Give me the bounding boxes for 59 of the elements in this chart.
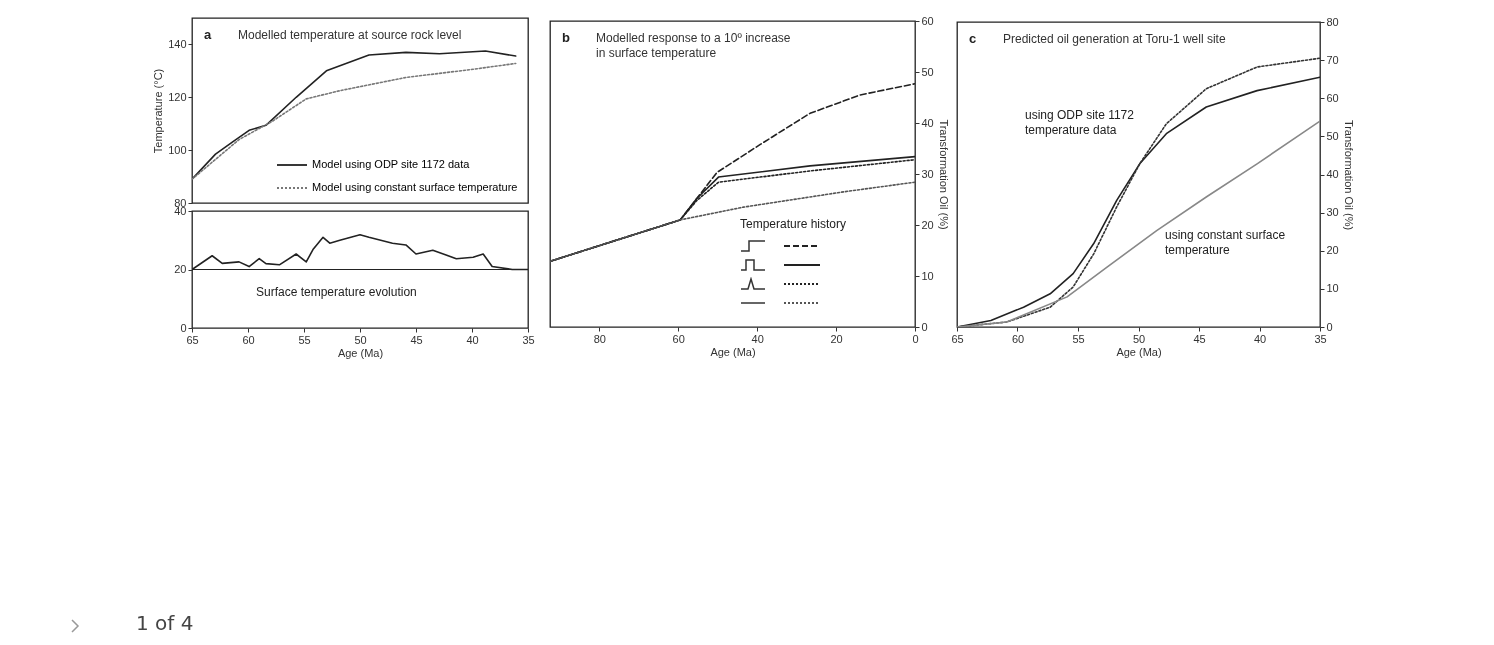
- y-tick-label: 20: [174, 263, 187, 275]
- annotation: b: [562, 30, 570, 45]
- x-tick-label: 55: [1072, 332, 1085, 345]
- y2-tick-label: 30: [1326, 206, 1339, 219]
- annotation: using ODP site 1172 temperature data: [1025, 108, 1135, 137]
- text: 1 of 4: [136, 611, 194, 635]
- x-tick-label: 60: [672, 332, 685, 345]
- text: Modelled temperature at source rock level: [238, 28, 462, 42]
- y2-tick-label: 0: [921, 320, 928, 333]
- legend-title: Temperature history: [740, 217, 847, 231]
- y-tick-label: 120: [168, 90, 187, 103]
- x-axis-title: Age (Ma): [1116, 345, 1162, 358]
- y2-tick-label: 40: [1326, 168, 1339, 180]
- x-tick-label: 45: [1193, 332, 1206, 345]
- x-tick-label: 50: [1132, 332, 1146, 345]
- y2-tick-label: 60: [921, 14, 934, 27]
- y-tick-label: 0: [180, 321, 187, 334]
- annotation: a: [204, 27, 212, 42]
- x-tick-label: 60: [1011, 332, 1025, 345]
- x-axis-title: Age (Ma): [337, 346, 384, 359]
- x-tick-label: 65: [951, 332, 964, 345]
- text: Predicted oil generation at Toru-1 well site: [1003, 32, 1226, 46]
- y-tick-label: 140: [168, 37, 187, 50]
- legend-label: Model using constant surface temperature: [312, 181, 518, 193]
- y2-tick-label: 10: [1326, 282, 1339, 295]
- x-tick-label: 35: [1314, 332, 1327, 345]
- x-tick-label: 50: [354, 333, 367, 346]
- x-tick-label: 40: [466, 333, 479, 346]
- y2-tick-label: 10: [921, 269, 934, 282]
- y2-tick-label: 50: [1326, 129, 1339, 142]
- x-tick-label: 55: [298, 333, 311, 346]
- y2-tick-label: 20: [921, 218, 934, 231]
- y2-axis-title: Transformation Oil (%): [1342, 119, 1355, 231]
- text: Modelled response to a 10º increase in surface temperature: [596, 31, 791, 60]
- annotation: using constant surface temperature: [1165, 228, 1286, 257]
- y-axis-title: Temperature (°C): [152, 68, 165, 154]
- x-tick-label: 40: [751, 332, 764, 345]
- y2-tick-label: 40: [921, 116, 934, 129]
- y-tick-label: 100: [168, 143, 187, 156]
- x-tick-label: 20: [830, 332, 843, 345]
- x-tick-label: 80: [593, 332, 606, 345]
- x-tick-label: 45: [410, 333, 423, 346]
- y2-tick-label: 80: [1326, 15, 1339, 28]
- y2-tick-label: 30: [921, 167, 934, 180]
- x-tick-label: 35: [522, 333, 535, 346]
- annotation: Surface temperature evolution: [256, 285, 417, 299]
- y2-axis-title: Transformation Oil (%): [937, 119, 950, 230]
- x-tick-label: 65: [186, 333, 199, 346]
- annotation: c: [969, 31, 977, 46]
- y2-tick-label: 20: [1326, 244, 1339, 257]
- x-axis-title: Age (Ma): [710, 345, 756, 358]
- x-tick-label: 40: [1253, 332, 1267, 345]
- legend-label: Model using ODP site 1172 data: [312, 158, 471, 170]
- x-tick-label: 60: [242, 333, 255, 346]
- x-tick-label: 0: [912, 332, 919, 345]
- y2-tick-label: 70: [1326, 53, 1339, 66]
- y2-tick-label: 0: [1326, 320, 1333, 333]
- y2-tick-label: 60: [1326, 91, 1339, 104]
- y2-tick-label: 50: [921, 65, 934, 78]
